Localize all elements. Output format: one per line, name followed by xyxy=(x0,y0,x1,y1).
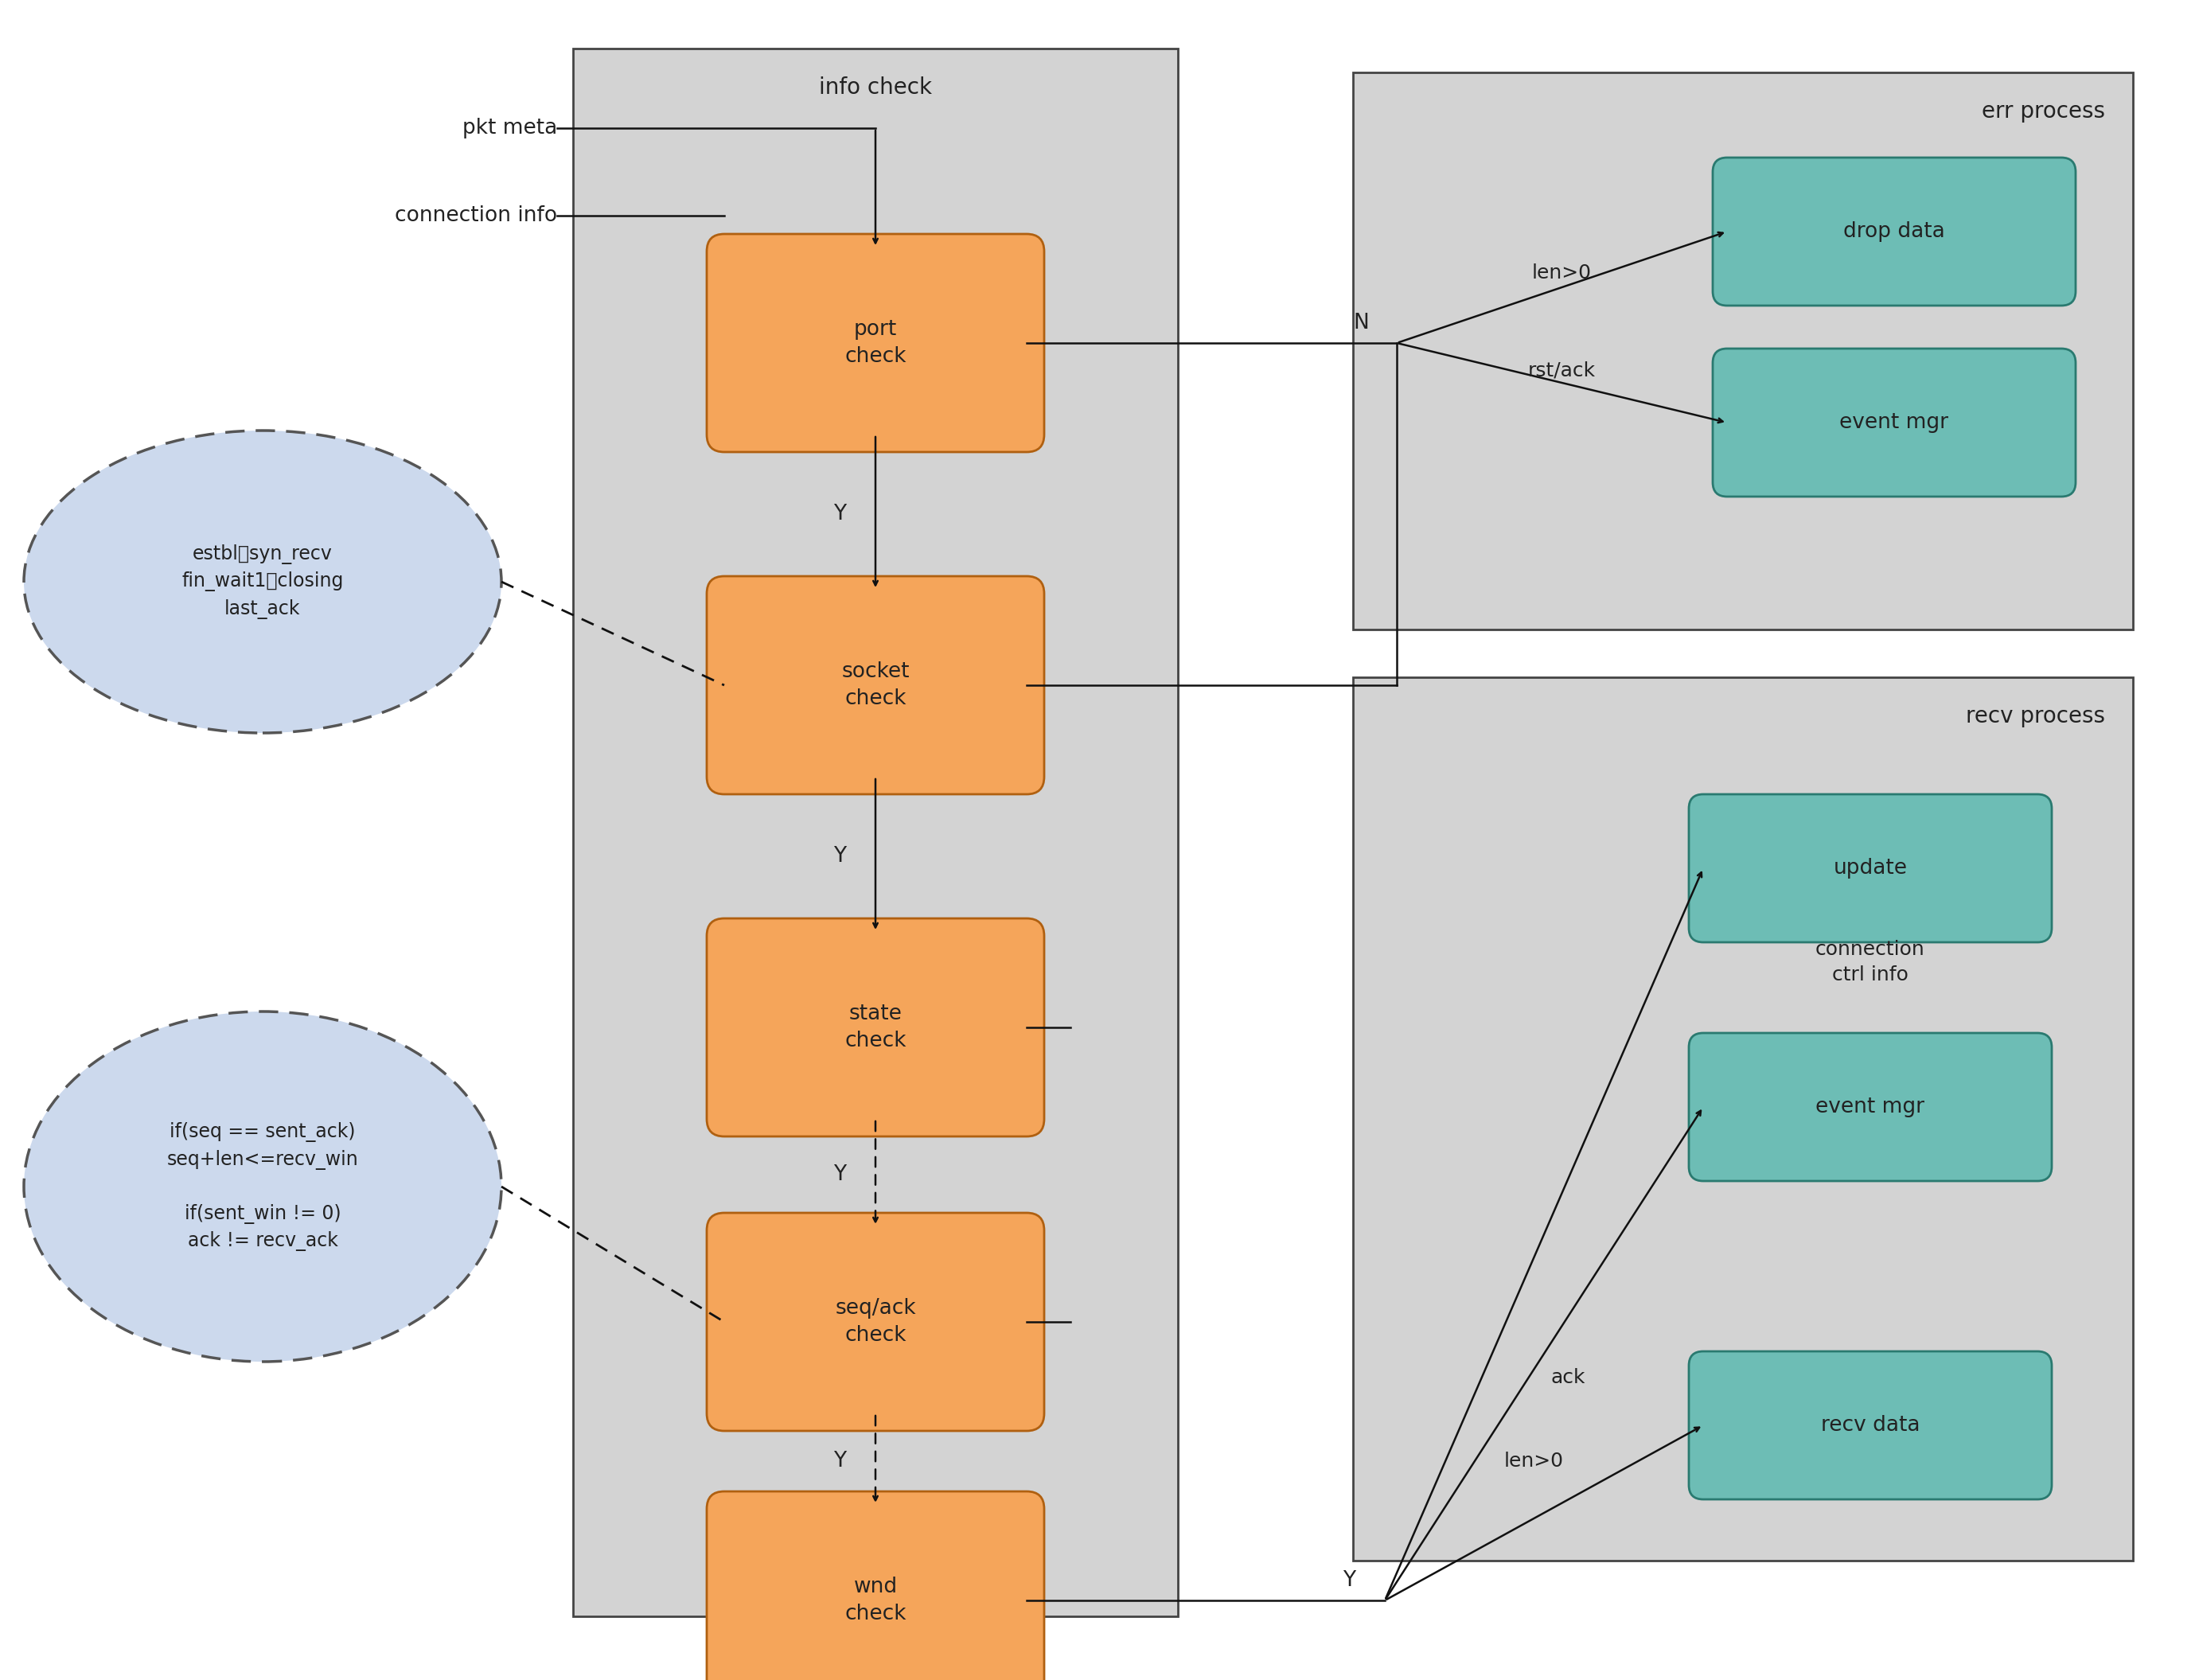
Text: wnd
check: wnd check xyxy=(844,1576,906,1625)
Text: estbl、syn_recv
fin_wait1、closing
last_ack: estbl、syn_recv fin_wait1、closing last_ac… xyxy=(183,544,343,620)
Text: Y: Y xyxy=(1344,1571,1355,1591)
Text: if(seq == sent_ack)
seq+len<=recv_win

if(sent_win != 0)
ack != recv_ack: if(seq == sent_ack) seq+len<=recv_win if… xyxy=(167,1122,358,1252)
FancyBboxPatch shape xyxy=(1689,1033,2052,1181)
Text: N: N xyxy=(1352,312,1368,333)
FancyBboxPatch shape xyxy=(1689,1351,2052,1499)
FancyBboxPatch shape xyxy=(706,919,1045,1136)
FancyBboxPatch shape xyxy=(1689,795,2052,942)
Text: pkt meta: pkt meta xyxy=(462,118,556,138)
Text: Y: Y xyxy=(833,504,847,524)
Text: len>0: len>0 xyxy=(1504,1452,1563,1470)
Text: socket
check: socket check xyxy=(842,662,910,709)
Text: event mgr: event mgr xyxy=(1841,412,1948,433)
Text: seq/ack
check: seq/ack check xyxy=(836,1299,917,1346)
Text: Y: Y xyxy=(833,1452,847,1472)
FancyBboxPatch shape xyxy=(706,234,1045,452)
Text: len>0: len>0 xyxy=(1533,264,1592,282)
FancyBboxPatch shape xyxy=(706,1492,1045,1680)
FancyBboxPatch shape xyxy=(1713,158,2076,306)
Text: Y: Y xyxy=(833,847,847,867)
Text: err process: err process xyxy=(1981,101,2104,123)
Text: connection
ctrl info: connection ctrl info xyxy=(1816,939,1924,984)
Ellipse shape xyxy=(24,430,501,732)
Text: Y: Y xyxy=(833,1164,847,1184)
FancyBboxPatch shape xyxy=(706,1213,1045,1431)
Bar xyxy=(574,49,1179,1616)
Text: update: update xyxy=(1834,858,1907,879)
Text: event mgr: event mgr xyxy=(1816,1097,1924,1117)
FancyBboxPatch shape xyxy=(1713,348,2076,497)
Bar xyxy=(1352,72,2133,630)
FancyBboxPatch shape xyxy=(706,576,1045,795)
Text: recv process: recv process xyxy=(1966,706,2104,727)
Text: rst/ack: rst/ack xyxy=(1528,361,1596,380)
Bar xyxy=(1352,677,2133,1561)
Text: drop data: drop data xyxy=(1843,222,1946,242)
Ellipse shape xyxy=(24,1011,501,1362)
Text: info check: info check xyxy=(818,76,932,99)
Text: port
check: port check xyxy=(844,319,906,366)
Text: connection info: connection info xyxy=(394,205,556,227)
Text: recv data: recv data xyxy=(1821,1415,1920,1436)
Text: ack: ack xyxy=(1550,1368,1585,1388)
Text: state
check: state check xyxy=(844,1003,906,1052)
